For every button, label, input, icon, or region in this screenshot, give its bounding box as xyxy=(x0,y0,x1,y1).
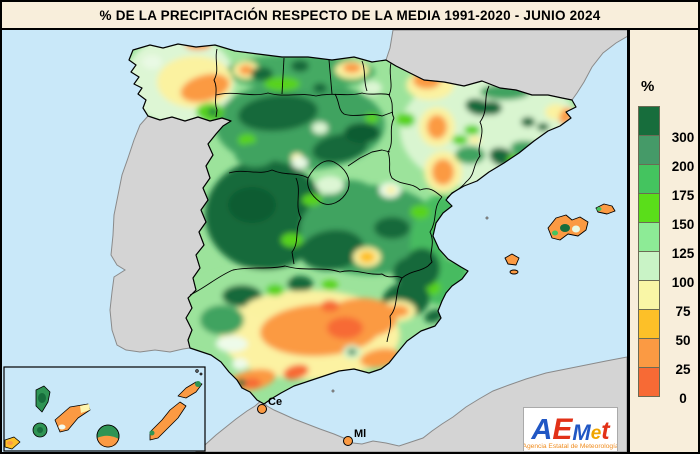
legend-stop-label: 25 xyxy=(675,362,691,377)
legend-stop: 100 xyxy=(638,251,694,290)
legend-panel: % 300 200 175 150 125 100 75 50 25 0 xyxy=(630,30,698,452)
legend-stop-label: 175 xyxy=(671,188,695,203)
legend-stop: 75 xyxy=(638,280,691,319)
aemet-logo-subtitle: Agencia Estatal de Meteorología xyxy=(523,442,618,450)
legend-swatch xyxy=(638,309,660,339)
legend-swatch xyxy=(638,222,660,252)
minor-islets xyxy=(331,216,489,393)
melilla-label: Ml xyxy=(354,428,366,440)
noncoverage-landmasses xyxy=(109,30,627,452)
legend-stop-label: 75 xyxy=(675,304,691,319)
ceuta-label: Ce xyxy=(268,396,282,408)
legend-colorbar: 300 200 175 150 125 100 75 50 25 0 xyxy=(638,106,694,406)
spain-precipitation-fill xyxy=(129,44,576,404)
legend-stop-label: 0 xyxy=(679,391,687,406)
legend-stop-label: 150 xyxy=(671,217,695,232)
page-title: % DE LA PRECIPITACIÓN RESPECTO DE LA MED… xyxy=(2,2,698,30)
legend-swatch xyxy=(638,135,660,165)
legend-swatch xyxy=(638,193,660,223)
logo-letter: E xyxy=(552,413,573,447)
legend-stop: 300 xyxy=(638,106,694,145)
legend-stop-label: 300 xyxy=(671,130,695,145)
island-fuerteventura xyxy=(149,401,187,441)
legend-swatch xyxy=(638,280,660,310)
legend-stop: 150 xyxy=(638,193,694,232)
legend-swatch xyxy=(638,164,660,194)
canary-inset xyxy=(3,366,206,452)
ceuta-marker: Ce xyxy=(257,396,282,414)
logo-letter: M xyxy=(572,419,591,445)
legend-stop: 175 xyxy=(638,164,694,203)
melilla-marker: Ml xyxy=(343,428,366,446)
map-canvas: Ce Ml xyxy=(2,30,627,452)
legend-stop: 0 xyxy=(638,367,687,406)
legend-swatch xyxy=(638,338,660,368)
africa-landmass xyxy=(195,356,627,452)
precipitation-blobs xyxy=(129,44,576,391)
legend-stop-label: 200 xyxy=(671,159,695,174)
legend-unit-label: % xyxy=(641,78,655,95)
legend-stop: 50 xyxy=(638,309,691,348)
logo-letter: A xyxy=(531,413,553,446)
logo-letter: e xyxy=(590,423,602,445)
legend-stop-label: 50 xyxy=(675,333,691,348)
legend-swatch xyxy=(638,367,660,397)
legend-swatch xyxy=(638,106,660,136)
legend-swatch xyxy=(638,251,660,281)
legend-stop: 25 xyxy=(638,338,691,377)
region-borders xyxy=(189,48,490,343)
legend-stop-label: 100 xyxy=(671,275,695,290)
legend-stop: 200 xyxy=(638,135,694,174)
legend-stop: 125 xyxy=(638,222,694,261)
balearic-islands xyxy=(504,203,616,275)
legend-stop-label: 125 xyxy=(671,246,695,261)
spain-coastline xyxy=(128,43,577,405)
logo-letter: t xyxy=(601,417,610,446)
